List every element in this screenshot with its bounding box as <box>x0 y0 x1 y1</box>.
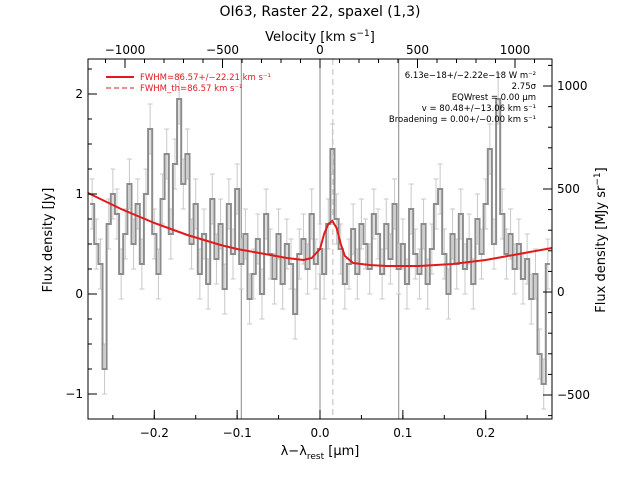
right-tick-label: 1000 <box>557 79 588 93</box>
top-tick-label: −1000 <box>105 43 146 57</box>
right-tick-label: −500 <box>557 388 590 402</box>
fit-annotations: 6.13e−18+/−2.22e−18 W m⁻² 2.75σ EQWrest … <box>389 71 537 125</box>
x-tick-label: 0.2 <box>476 426 495 440</box>
annotation-eqw: EQWrest = 0.00 µm <box>452 93 536 103</box>
annotation-velocity: v = 80.48+/−13.06 km s⁻¹ <box>422 104 536 114</box>
legend-label-fwhm-th: FWHM_th=86.57 km s⁻¹ <box>140 84 242 94</box>
legend-label-fwhm: FWHM=86.57+/−22.21 km s⁻¹ <box>140 73 271 83</box>
x-tick-label: −0.1 <box>223 426 252 440</box>
y-tick-label: 1 <box>75 187 83 201</box>
x-axis-label: λ−λrest [µm] <box>281 444 360 462</box>
y-tick-label: 0 <box>75 287 83 301</box>
x-tick-label: 0.0 <box>310 426 329 440</box>
x-tick-label: −0.2 <box>140 426 169 440</box>
top-tick-label: 500 <box>406 43 429 57</box>
chart-title: OI63, Raster 22, spaxel (1,3) <box>220 4 421 20</box>
legend: FWHM=86.57+/−22.21 km s⁻¹ FWHM_th=86.57 … <box>106 73 271 94</box>
annotation-broadening: Broadening = 0.00+/−0.00 km s⁻¹ <box>389 115 536 125</box>
y-axis-label: Flux density [Jy] <box>41 188 56 293</box>
right-tick-label: 0 <box>557 285 565 299</box>
annotation-flux: 6.13e−18+/−2.22e−18 W m⁻² <box>405 71 536 81</box>
model-fit-line <box>87 192 553 267</box>
top-tick-label: −500 <box>206 43 239 57</box>
y-tick-label: −1 <box>65 387 83 401</box>
top-tick-label: 1000 <box>500 43 531 57</box>
right-tick-label: 500 <box>557 182 580 196</box>
top-axis-label: Velocity [km s−1] <box>265 29 375 45</box>
annotation-sigma: 2.75σ <box>512 82 537 92</box>
y-tick-label: 2 <box>75 87 83 101</box>
x-tick-label: 0.1 <box>393 426 412 440</box>
right-axis-label: Flux density [MJy sr−1] <box>593 167 609 312</box>
top-tick-label: 0 <box>316 43 324 57</box>
